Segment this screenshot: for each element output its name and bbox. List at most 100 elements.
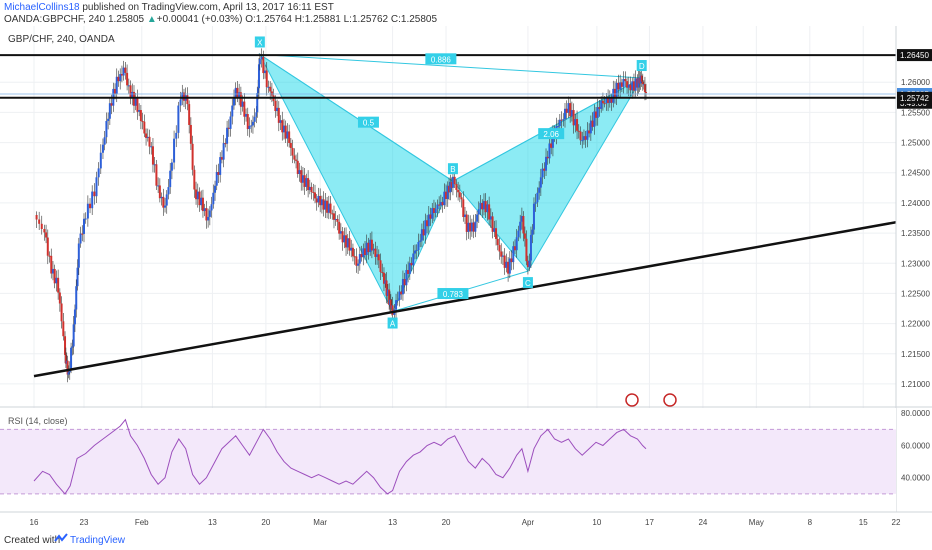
candle-body (177, 105, 180, 133)
rsi-tick-label: 40.0000 (901, 474, 930, 483)
price-tick-label: 1.25000 (901, 139, 930, 148)
candle-body (108, 103, 111, 119)
price-tick-label: 1.23000 (901, 259, 930, 268)
candle-body (229, 116, 232, 129)
candle-body (384, 280, 387, 284)
candle-body (101, 144, 104, 153)
candle-body (407, 269, 410, 274)
candle-body (95, 177, 98, 197)
candle-body (414, 250, 417, 254)
rsi-band (0, 429, 896, 494)
tradingview-link[interactable]: TradingView (70, 535, 126, 546)
candle-body (446, 185, 449, 199)
candle-body (198, 191, 201, 206)
candle-body (195, 189, 198, 200)
candle-body (71, 346, 74, 348)
candle-body (158, 185, 161, 199)
candle-body (636, 78, 639, 88)
candle-body (91, 191, 94, 209)
candle-body (403, 278, 406, 286)
candle-body (276, 107, 279, 112)
candle-body (458, 192, 461, 198)
published-text: published on TradingView.com, April 13, … (82, 2, 334, 13)
ratio-label: 0.886 (431, 55, 452, 64)
candle-body (541, 168, 544, 178)
candle-body (322, 199, 325, 210)
pattern-point-badge (254, 36, 265, 48)
candle-body (346, 238, 349, 248)
candle-body (586, 130, 589, 140)
candle-body (381, 272, 384, 274)
candle-body (131, 91, 134, 98)
candle-body (307, 178, 310, 191)
event-flag-icon[interactable] (625, 393, 639, 407)
candle-body (410, 262, 413, 266)
candle-body (241, 101, 244, 107)
candle-body (270, 91, 273, 96)
candle-body (367, 242, 370, 253)
price-change: +0.00041 (+0.03%) (156, 14, 243, 25)
pattern-labels: X A B C D 0.886 0.5 0.783 2.06 (254, 36, 647, 329)
candle-body (424, 220, 427, 236)
candle-body (365, 242, 368, 256)
candle-body (372, 248, 375, 251)
candle-body (338, 221, 341, 234)
price-axis[interactable]: 1.26000 1.25500 1.25000 1.24500 1.24000 1.235… (901, 78, 930, 389)
candle-body (217, 172, 220, 175)
candle-body (348, 238, 351, 251)
candle-body (220, 157, 223, 160)
candle-body (474, 221, 477, 232)
candle-body (212, 192, 215, 205)
candle-body (539, 177, 542, 188)
date-tick-label: Mar (313, 518, 327, 527)
xb-ratio-line (259, 54, 454, 182)
price-tick-label: 1.24000 (901, 199, 930, 208)
candle-body (563, 108, 566, 120)
candle-body (284, 125, 287, 139)
candle-body (558, 119, 561, 127)
time-axis[interactable]: 16 23 Feb 13 20 Mar 13 20 Apr 10 17 24 May 8 15 22 (30, 518, 901, 527)
candle-body (528, 260, 531, 268)
candle-body (350, 247, 353, 251)
rsi-line (33, 418, 647, 495)
candle-body (288, 131, 291, 143)
candle-body (146, 136, 149, 138)
price-badge-label: 1.25742 (900, 94, 929, 103)
candle-body (469, 222, 472, 232)
candle-body (173, 138, 176, 163)
author-link[interactable]: MichaelCollins18 (4, 2, 80, 13)
candle-body (420, 229, 423, 241)
candle-body (181, 92, 184, 100)
candle-body (598, 107, 601, 109)
pattern-point-badge (387, 317, 398, 329)
candle-body (329, 203, 332, 214)
candle-body (115, 76, 118, 94)
date-tick-label: 20 (261, 518, 270, 527)
date-tick-label: 17 (645, 518, 654, 527)
candle-body (617, 82, 620, 90)
support-trendline[interactable] (33, 220, 897, 378)
candle-body (353, 256, 356, 258)
candle-body (243, 101, 246, 117)
candle-body (510, 258, 513, 263)
candle-body (238, 92, 241, 98)
candle-body (484, 201, 487, 213)
rsi-axis[interactable]: 80.0000 60.0000 40.0000 (901, 409, 930, 483)
candle-body (584, 136, 587, 140)
candle-body (58, 292, 61, 304)
event-flag-icon-2[interactable] (663, 393, 677, 407)
candle-body (351, 247, 354, 257)
candle-body (355, 256, 358, 266)
candle-body (412, 253, 415, 266)
candle-body (600, 100, 603, 109)
candle-body (582, 136, 585, 141)
price-tick-label: 1.24500 (901, 169, 930, 178)
candle-body (595, 111, 598, 118)
candle-body (376, 254, 379, 257)
candle-body (203, 208, 206, 212)
open-label: O: (245, 14, 256, 25)
candle-body (486, 204, 489, 213)
candle-body (265, 70, 268, 88)
price-chart[interactable]: X A B C D 0.886 0.5 0.783 2.06 GBP/CHF, 240, OAN… (0, 26, 932, 530)
candle-body (389, 299, 392, 309)
